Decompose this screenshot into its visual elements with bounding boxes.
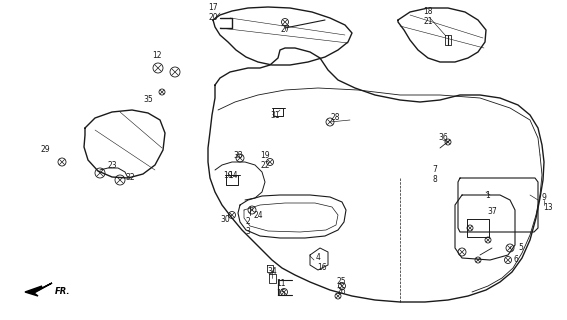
- Text: 32: 32: [125, 173, 135, 182]
- Text: 12: 12: [153, 51, 162, 60]
- Text: 11: 11: [276, 279, 286, 289]
- Text: 16: 16: [317, 263, 327, 273]
- Text: 23: 23: [107, 161, 117, 170]
- Text: 8: 8: [433, 175, 437, 185]
- Text: 24: 24: [253, 211, 263, 220]
- Text: 20: 20: [208, 13, 218, 22]
- Text: 29: 29: [40, 146, 50, 155]
- Text: 35: 35: [143, 95, 153, 105]
- Text: 33: 33: [233, 150, 243, 159]
- Text: 37: 37: [487, 207, 497, 217]
- Text: 18: 18: [423, 7, 433, 17]
- Text: 3: 3: [246, 228, 251, 236]
- Text: 15: 15: [276, 290, 286, 299]
- Text: 22: 22: [260, 161, 270, 170]
- Text: 14: 14: [228, 171, 238, 180]
- Text: 36: 36: [438, 133, 448, 142]
- Text: 13: 13: [543, 204, 553, 212]
- Text: 2: 2: [246, 218, 251, 227]
- Text: 7: 7: [433, 165, 437, 174]
- Text: 21: 21: [423, 18, 433, 27]
- Text: 19: 19: [260, 150, 270, 159]
- Text: 10: 10: [223, 171, 233, 180]
- Text: 17: 17: [208, 4, 218, 12]
- Text: 6: 6: [514, 255, 518, 265]
- Text: 34: 34: [267, 268, 277, 276]
- Polygon shape: [25, 283, 52, 296]
- Text: FR.: FR.: [55, 287, 70, 297]
- Text: 26: 26: [336, 287, 346, 297]
- Text: 27: 27: [280, 26, 290, 35]
- Text: 4: 4: [316, 253, 320, 262]
- Text: 25: 25: [336, 277, 346, 286]
- Text: 28: 28: [330, 114, 340, 123]
- Text: 30: 30: [220, 215, 230, 225]
- Text: 31: 31: [270, 110, 280, 119]
- Text: 9: 9: [541, 194, 547, 203]
- Text: 5: 5: [519, 244, 523, 252]
- Text: 1: 1: [485, 190, 490, 199]
